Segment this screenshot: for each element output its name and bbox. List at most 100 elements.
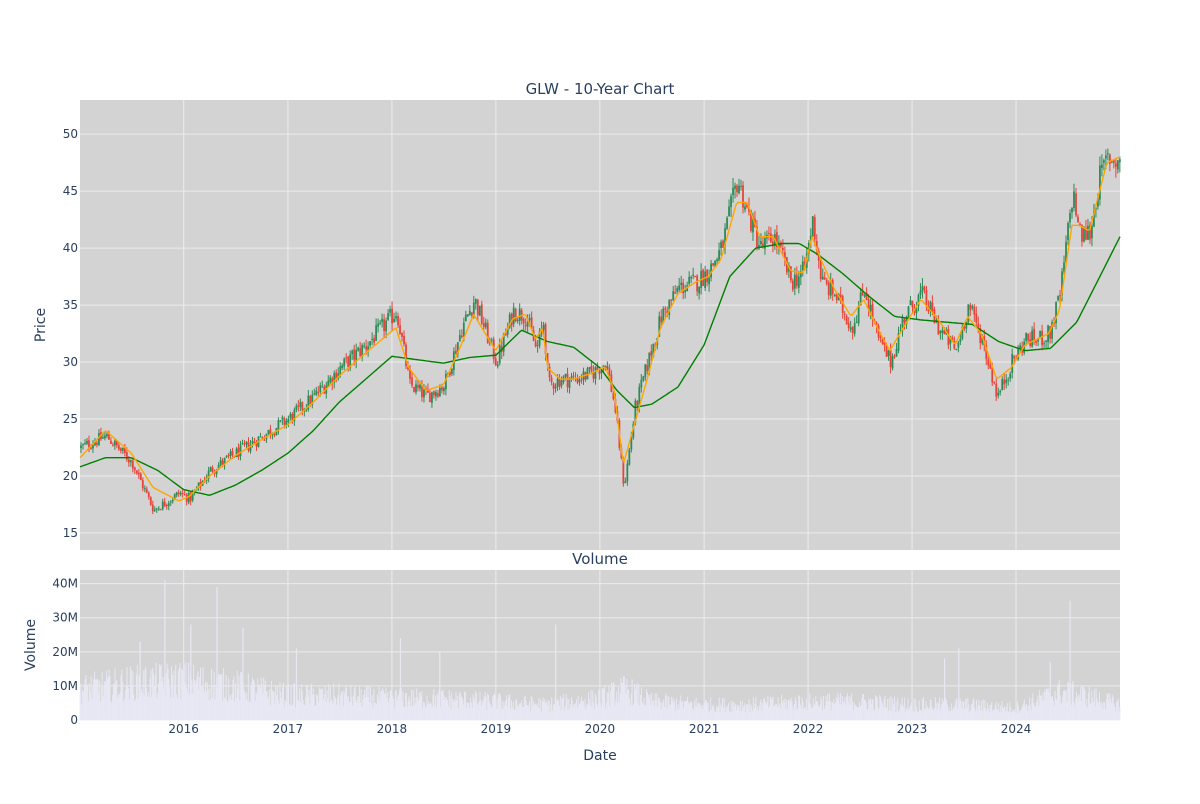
volume-bar <box>1006 703 1008 720</box>
candle-body <box>1085 228 1087 240</box>
volume-bar <box>531 697 533 720</box>
volume-bar <box>939 697 941 720</box>
volume-bar <box>799 695 801 720</box>
volume-bar <box>83 684 85 720</box>
volume-bar <box>279 681 281 720</box>
volume-bar <box>668 696 670 720</box>
volume-bar <box>673 702 675 720</box>
volume-bar <box>357 696 359 720</box>
volume-bar <box>805 698 807 720</box>
x-tick-label: 2018 <box>377 722 408 736</box>
volume-bar <box>974 707 976 720</box>
volume-bar <box>93 679 95 720</box>
volume-bar <box>592 690 594 720</box>
volume-bar <box>678 709 680 720</box>
volume-bar <box>170 696 172 720</box>
volume-bar <box>643 697 645 720</box>
candle-body <box>367 346 370 351</box>
volume-bar <box>564 710 566 720</box>
volume-bar <box>437 695 439 720</box>
volume-bar <box>1020 710 1022 720</box>
volume-bar <box>544 699 546 720</box>
volume-bar <box>1067 681 1069 720</box>
volume-bar <box>764 698 766 720</box>
candle-body <box>476 299 479 315</box>
volume-bar <box>666 708 668 720</box>
volume-bar <box>505 695 507 720</box>
volume-bar <box>718 697 720 720</box>
volume-bar <box>158 664 160 720</box>
volume-bar <box>751 706 753 720</box>
volume-bar <box>384 693 386 720</box>
volume-bar <box>836 699 838 720</box>
volume-bar <box>158 682 160 720</box>
volume-bar <box>738 705 740 720</box>
volume-bar <box>942 702 944 720</box>
volume-spike-bar <box>958 648 960 720</box>
volume-bar <box>1007 711 1009 720</box>
volume-bar <box>995 701 997 720</box>
volume-bar <box>159 665 161 720</box>
candle-body <box>901 318 904 331</box>
volume-bar <box>911 709 913 720</box>
volume-bar <box>1098 692 1100 720</box>
candle-body <box>622 458 625 484</box>
volume-bar <box>412 689 414 720</box>
candle-body <box>833 295 836 297</box>
volume-bar <box>602 688 604 720</box>
volume-bar <box>887 698 889 720</box>
volume-bar <box>132 671 134 720</box>
volume-bar <box>709 710 711 720</box>
candle-body <box>636 400 639 406</box>
candle-body <box>642 376 645 381</box>
candle-body <box>1118 159 1121 163</box>
volume-bar <box>711 706 713 720</box>
volume-bar <box>387 692 389 720</box>
volume-bar <box>467 703 469 720</box>
candle-body <box>379 322 381 324</box>
volume-bar <box>496 709 498 720</box>
volume-bar <box>459 692 461 720</box>
volume-bar <box>571 700 573 720</box>
volume-bar <box>541 701 543 720</box>
volume-bar <box>1111 694 1113 720</box>
candle-body <box>887 350 890 356</box>
volume-bar <box>616 691 618 720</box>
candle-body <box>556 378 559 387</box>
candle-body <box>688 276 691 284</box>
volume-bar <box>565 694 567 720</box>
volume-bar <box>567 710 569 720</box>
candle-body <box>823 277 826 280</box>
volume-bar <box>863 694 865 720</box>
volume-bar <box>171 674 173 720</box>
candle-body <box>893 355 896 358</box>
x-axis-label: Date <box>583 748 616 764</box>
volume-bar <box>611 686 613 720</box>
volume-bar <box>127 684 129 720</box>
volume-bar <box>297 699 299 720</box>
candle-body <box>159 509 162 511</box>
volume-bar <box>306 684 308 720</box>
x-tick-labels: 2016 2017 2018 2019 2020 2021 2022 2023 2024 <box>168 722 1031 736</box>
volume-bar <box>526 705 528 720</box>
volume-bar <box>386 698 388 720</box>
candle-body <box>554 386 557 389</box>
volume-bar <box>763 699 765 720</box>
volume-bar <box>863 699 865 720</box>
volume-bar <box>1022 705 1024 720</box>
volume-bar <box>182 678 184 720</box>
volume-bar <box>82 691 84 720</box>
volume-bar <box>165 673 167 720</box>
volume-bar <box>277 699 279 720</box>
volume-bar <box>464 691 466 720</box>
candle-body <box>225 456 228 458</box>
volume-bar <box>1051 696 1053 720</box>
candle-body <box>235 448 238 458</box>
volume-bar <box>745 712 747 720</box>
candle-body <box>441 387 443 391</box>
candle-body <box>566 373 569 388</box>
volume-bar <box>769 705 771 720</box>
volume-bar <box>226 700 228 720</box>
volume-bar <box>617 702 619 720</box>
volume-bar <box>112 683 114 720</box>
